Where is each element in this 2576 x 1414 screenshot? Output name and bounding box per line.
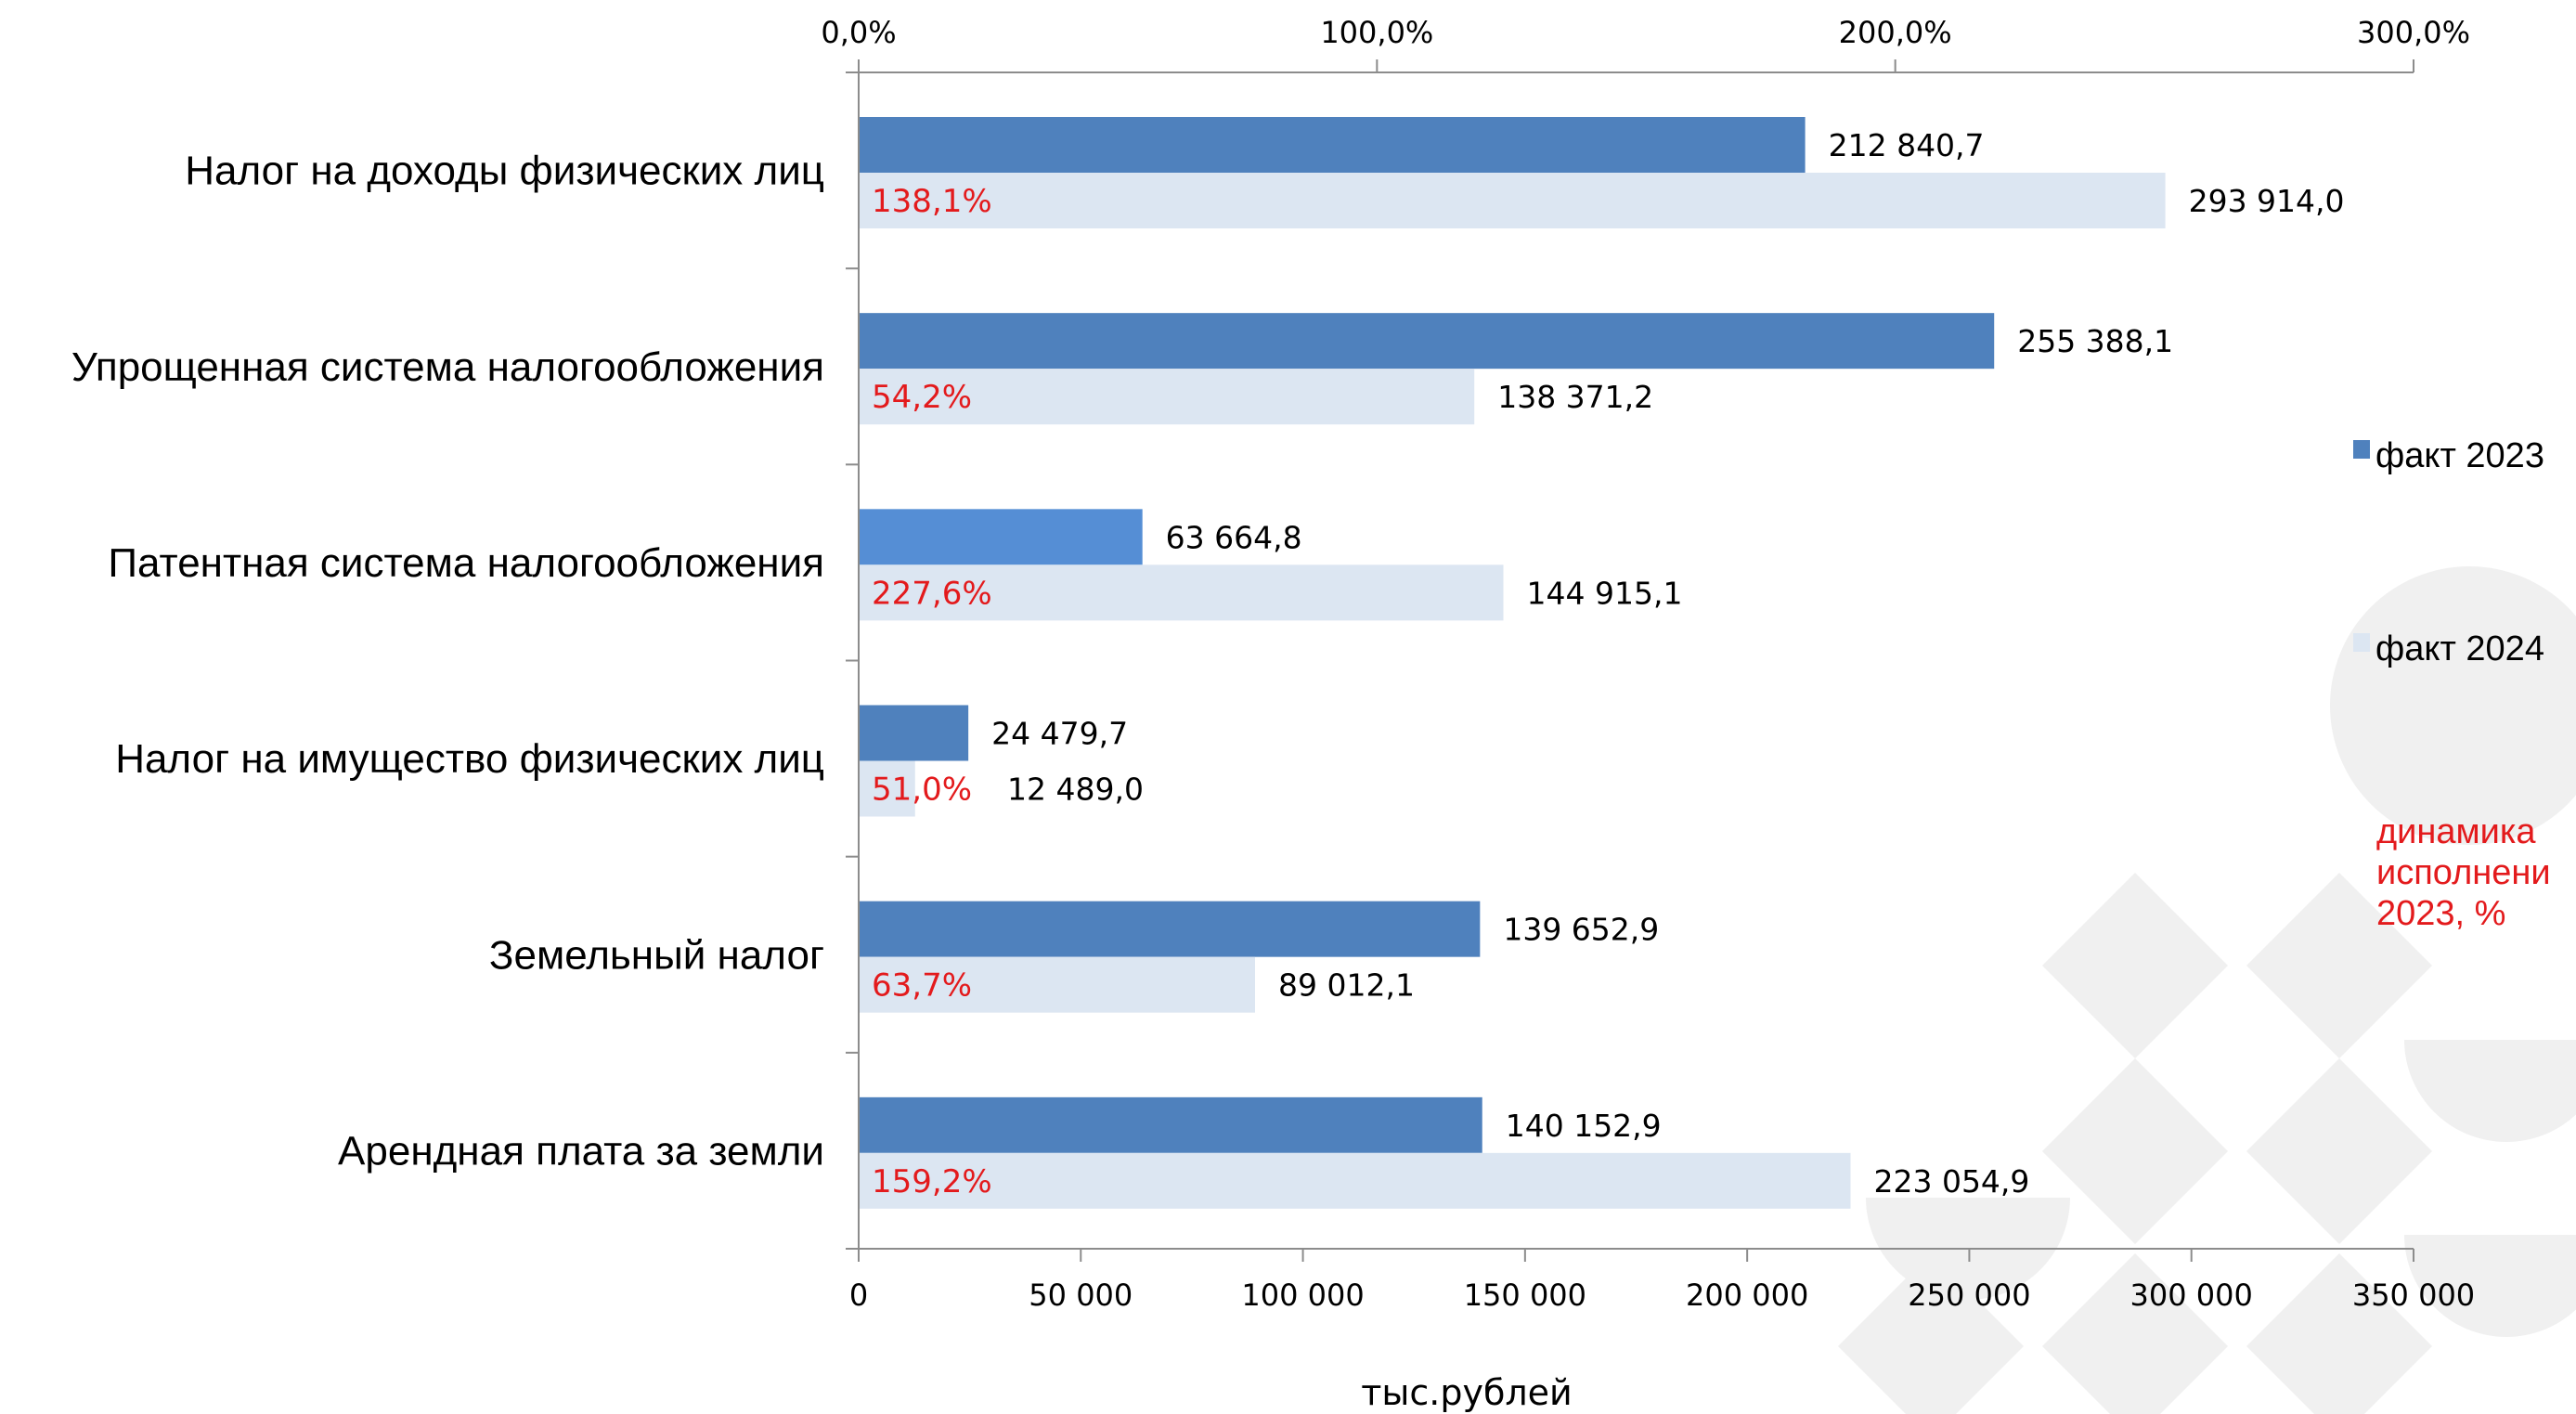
category-label: Арендная плата за земли — [338, 1128, 824, 1174]
x-tick-label: 50 000 — [1029, 1278, 1133, 1313]
value-label-2023: 255 388,1 — [2017, 323, 2173, 359]
chart-legend: факт 2023 факт 2024 динамикаисполнени2023,… — [2353, 436, 2551, 933]
decor-diamond — [2042, 1058, 2228, 1244]
value-label-2024: 144 915,1 — [1527, 575, 1683, 611]
x-tick-label: 150 000 — [1464, 1278, 1586, 1313]
bar-2024 — [860, 173, 2166, 228]
value-label-2024: 138 371,2 — [1497, 379, 1653, 415]
value-label-2023: 140 152,9 — [1506, 1108, 1662, 1144]
value-label-2023: 212 840,7 — [1829, 127, 1985, 163]
category-label: Упрощенная система налогообложения — [71, 344, 824, 390]
category-label: Налог на доходы физических лиц — [185, 149, 824, 194]
legend-swatch-2023 — [2353, 440, 2370, 459]
bar-2023 — [860, 1096, 1482, 1153]
bar-2024 — [860, 956, 1255, 1013]
percent-label: 159,2% — [872, 1163, 992, 1200]
bar-2023 — [860, 117, 1806, 173]
x2-tick-label: 300,0% — [2357, 15, 2470, 50]
bar-2023 — [860, 509, 1143, 565]
category-label: Земельный налог — [489, 932, 824, 978]
decor-diamond — [2246, 1058, 2432, 1244]
value-label-2024: 293 914,0 — [2189, 183, 2345, 219]
decor-diamond — [2246, 1253, 2432, 1414]
chart-bars — [860, 117, 2166, 1209]
percent-label: 63,7% — [872, 967, 972, 1005]
decor-diamond — [1838, 1253, 2024, 1414]
value-label-2024: 12 489,0 — [1007, 772, 1144, 808]
percent-label: 227,6% — [872, 575, 992, 612]
x-tick-label: 200 000 — [1686, 1278, 1808, 1313]
x2-tick-label: 0,0% — [821, 15, 896, 50]
bar-2023 — [860, 901, 1481, 957]
percent-label: 51,0% — [872, 772, 972, 809]
bar-2023 — [860, 705, 969, 761]
value-label-2024: 89 012,1 — [1278, 967, 1415, 1004]
chart-labels: Налог на доходы физических лиц 212 840,7 2… — [71, 127, 2345, 1200]
bar-2023 — [860, 313, 1995, 370]
decor-half-circle — [2404, 1040, 2576, 1142]
bar-2024 — [860, 760, 915, 817]
decor-half-circle — [2404, 1235, 2576, 1337]
background-decoration — [1838, 566, 2576, 1414]
bar-2024 — [860, 1152, 1851, 1209]
value-label-2023: 139 652,9 — [1503, 912, 1659, 948]
legend-label-2023: факт 2023 — [2375, 436, 2544, 475]
percent-label: 138,1% — [872, 183, 992, 220]
decor-diamond — [2246, 873, 2432, 1058]
percent-label: 54,2% — [872, 379, 972, 416]
value-label-2023: 24 479,7 — [991, 716, 1128, 752]
x-tick-label: 350 000 — [2352, 1278, 2475, 1313]
x-tick-label: 250 000 — [1908, 1278, 2030, 1313]
value-label-2023: 63 664,8 — [1166, 519, 1302, 555]
x2-tick-label: 200,0% — [1839, 15, 1952, 50]
decor-diamond — [2042, 1253, 2228, 1414]
chart-axes: 0 50 000 100 000 150 000 200 000 250 000 300 0… — [821, 15, 2475, 1413]
x-axis-title: тыс.рублей — [1361, 1372, 1573, 1413]
category-label: Патентная система налогообложения — [108, 540, 824, 586]
x-tick-label: 0 — [849, 1278, 868, 1313]
value-label-2024: 223 054,9 — [1873, 1163, 2029, 1200]
bar-2024 — [860, 564, 1504, 621]
legend-percent-line: исполнени — [2376, 853, 2551, 892]
x-tick-label: 100 000 — [1241, 1278, 1364, 1313]
x2-tick-label: 100,0% — [1320, 15, 1433, 50]
x-tick-label: 300 000 — [2130, 1278, 2253, 1313]
decor-diamond — [2042, 873, 2228, 1058]
legend-percent-line: динамика — [2376, 812, 2536, 851]
decor-circle — [2330, 566, 2576, 845]
legend-swatch-2024 — [2353, 633, 2370, 652]
legend-percent-line: 2023, % — [2376, 894, 2505, 933]
bar-2024 — [860, 369, 1475, 425]
category-label: Налог на имущество физических лиц — [115, 736, 824, 782]
legend-label-2024: факт 2024 — [2375, 629, 2544, 668]
